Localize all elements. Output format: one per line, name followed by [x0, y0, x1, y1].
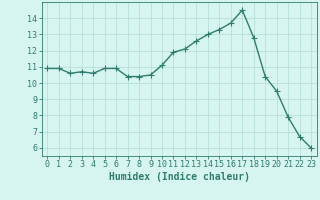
X-axis label: Humidex (Indice chaleur): Humidex (Indice chaleur) — [109, 172, 250, 182]
